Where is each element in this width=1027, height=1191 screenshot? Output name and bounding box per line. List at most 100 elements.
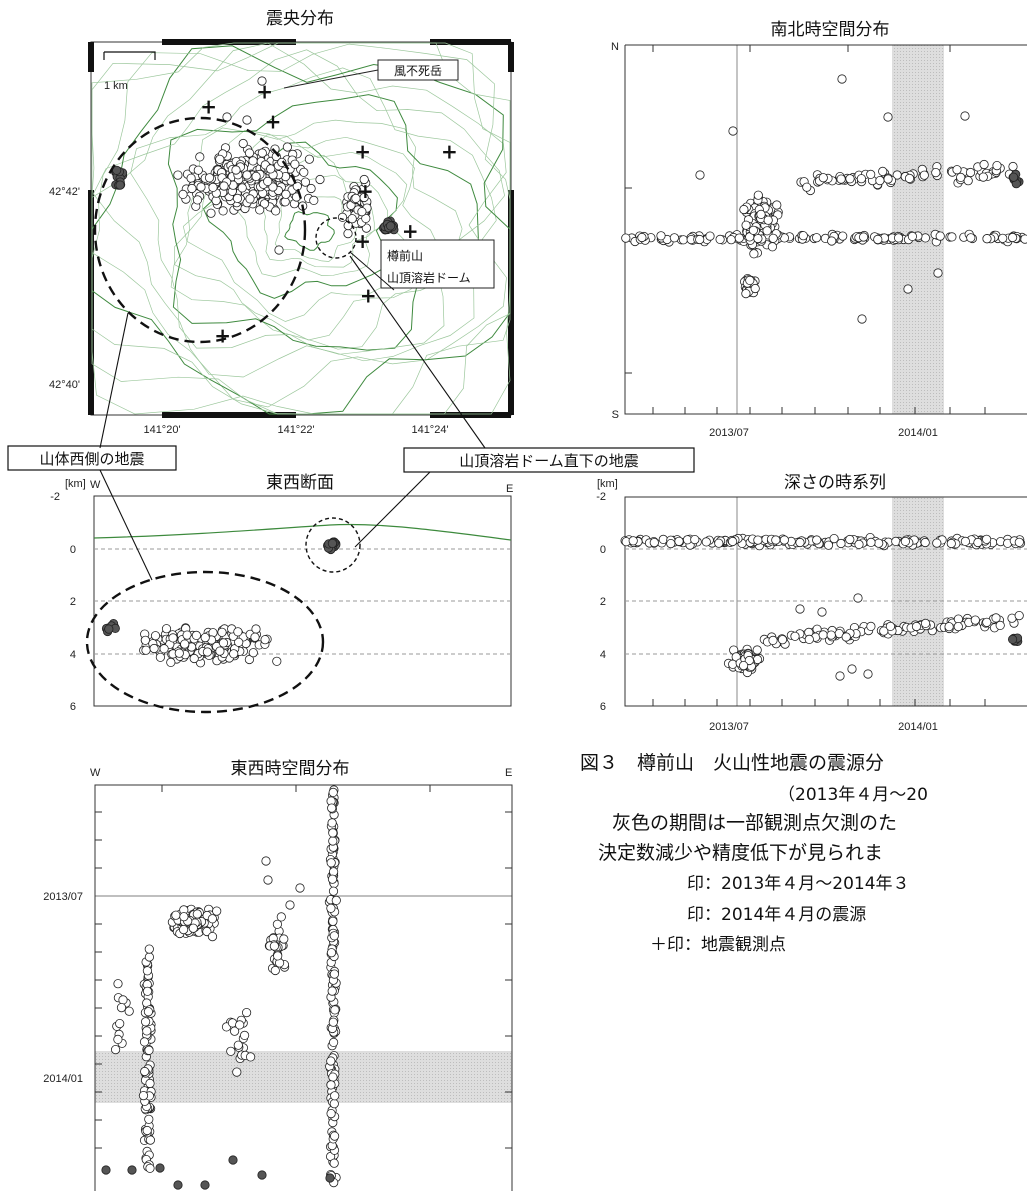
epicenter xyxy=(178,189,188,199)
ew-point xyxy=(233,627,243,637)
ns-point xyxy=(960,111,970,121)
contour-line xyxy=(92,49,505,378)
depth-point xyxy=(1014,537,1024,547)
epicenter xyxy=(219,181,229,191)
ns-point xyxy=(728,126,738,136)
caption-line-3: 灰色の期間は一部観測点欠測のた xyxy=(612,812,898,834)
ew-time-point xyxy=(326,1056,336,1066)
depth-y-tick-label: 2 xyxy=(600,596,606,608)
depth-point xyxy=(970,615,980,625)
ns-point xyxy=(947,232,957,242)
ew-time-point xyxy=(242,1007,252,1018)
ew-section-end-w: W xyxy=(90,479,101,491)
contour-line xyxy=(182,134,413,322)
depth-point xyxy=(771,535,781,545)
west-cluster-ring xyxy=(93,116,307,344)
ew-time-point xyxy=(261,856,271,866)
ew-time-title: 東西時空間分布 xyxy=(231,759,350,779)
ns-point xyxy=(883,174,893,184)
epicenter xyxy=(290,159,300,169)
scale-label: 1 km xyxy=(104,80,128,92)
callouts: 山体西側の地震 山頂溶岩ドーム直下の地震 xyxy=(7,255,695,581)
ew-time-panel: 東西時空間分布 W E 2013/07 2014/01 xyxy=(43,759,513,1191)
epicenter xyxy=(218,206,228,216)
depth-time-title: 深さの時系列 xyxy=(784,473,886,493)
ew-time-point xyxy=(111,1045,121,1055)
depth-point xyxy=(666,538,676,549)
depth-point xyxy=(752,645,762,655)
ew-west-ring xyxy=(85,570,325,714)
ns-point xyxy=(750,283,760,294)
depth-point xyxy=(779,535,790,545)
epicenter xyxy=(215,154,225,164)
ew-point xyxy=(272,656,282,666)
epicenter xyxy=(173,170,183,180)
ns-point xyxy=(741,220,751,230)
ns-time-canvas xyxy=(737,45,1027,414)
ew-time-recent-point xyxy=(257,1170,267,1180)
ew-section-end-e: E xyxy=(506,483,513,495)
depth-point xyxy=(777,635,788,645)
ns-time-panel: 南北時空間分布 N S 2013/07 2014/01 xyxy=(611,20,1027,439)
ew-point xyxy=(217,627,227,637)
depth-point xyxy=(817,607,827,617)
map-frame xyxy=(90,41,512,416)
depth-point xyxy=(738,660,749,671)
epicenter xyxy=(208,182,218,192)
ns-point xyxy=(749,249,759,259)
depth-point xyxy=(911,621,922,632)
peak-label: 風不死岳 xyxy=(394,64,442,78)
station-marker: + xyxy=(402,219,419,243)
ew-point xyxy=(140,635,150,645)
ns-point xyxy=(935,231,945,241)
depth-point xyxy=(826,630,836,640)
dome-leader xyxy=(349,251,395,291)
depth-point xyxy=(841,632,851,642)
ew-time-point xyxy=(139,1037,150,1047)
depth-point xyxy=(829,533,839,544)
depth-point xyxy=(628,536,638,546)
epicenter xyxy=(206,208,216,218)
station-marker: + xyxy=(214,323,231,347)
dome-callout-label: 山頂溶岩ドーム直下の地震 xyxy=(459,452,639,470)
ns-point xyxy=(992,161,1002,171)
ns-point xyxy=(982,234,992,244)
depth-point xyxy=(995,620,1005,631)
ns-point xyxy=(763,215,773,225)
ew-point xyxy=(248,648,258,658)
west-callout-label: 山体西側の地震 xyxy=(39,450,144,468)
ew-time-point xyxy=(212,906,222,916)
contour-line xyxy=(91,43,511,415)
depth-point xyxy=(804,634,814,645)
ew-time-point xyxy=(326,1080,336,1090)
ew-time-point xyxy=(142,986,153,996)
station-marker: + xyxy=(256,80,273,104)
station-marker: + xyxy=(354,229,371,253)
ew-time-point xyxy=(327,818,337,828)
ns-point xyxy=(866,169,876,179)
contour-line xyxy=(170,119,463,350)
ew-time-point xyxy=(329,1131,340,1141)
ew-time-point xyxy=(328,1072,338,1082)
station-marker: + xyxy=(360,284,377,308)
ew-time-point xyxy=(145,1078,155,1089)
ns-point xyxy=(678,235,689,245)
epicenter xyxy=(299,167,309,177)
station-marker: + xyxy=(265,110,282,134)
epicenter xyxy=(304,154,314,164)
ns-point xyxy=(695,234,705,245)
ew-point xyxy=(260,635,270,645)
ns-time-title: 南北時空間分布 xyxy=(771,20,890,40)
ns-point xyxy=(741,288,751,299)
ew-point xyxy=(180,639,190,649)
epicenter xyxy=(187,183,197,194)
depth-point xyxy=(674,536,684,546)
ns-point xyxy=(756,209,766,219)
ew-point xyxy=(182,630,192,640)
ns-point xyxy=(904,173,915,183)
ns-point xyxy=(838,231,848,241)
ew-time-point xyxy=(230,1026,240,1036)
depth-point xyxy=(866,621,876,632)
ew-time-point xyxy=(142,1026,152,1036)
